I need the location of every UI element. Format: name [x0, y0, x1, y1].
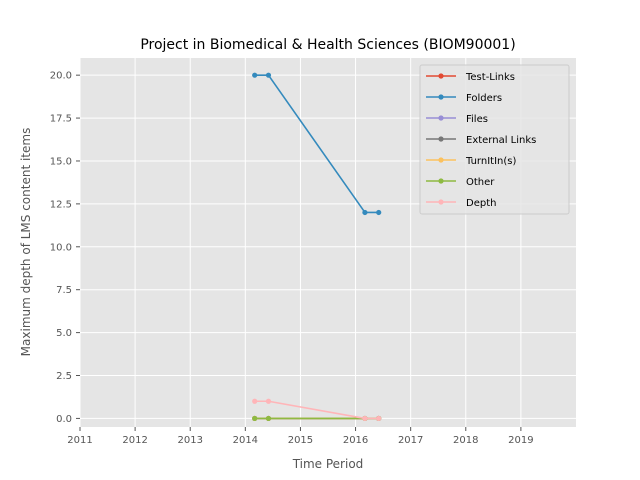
legend-item-folders: Folders: [426, 93, 502, 104]
y-tick-label: 10.0: [50, 242, 72, 253]
data-point-depth: [252, 398, 258, 404]
legend-label: Files: [466, 114, 488, 125]
legend-item-other: Other: [426, 177, 495, 188]
x-tick-label: 2013: [177, 435, 202, 446]
x-tick-label: 2017: [398, 435, 423, 446]
data-point-folders: [376, 209, 382, 216]
y-tick-label: 17.5: [50, 114, 72, 125]
legend-item-files: Files: [426, 114, 488, 125]
data-point-folders: [362, 209, 368, 216]
legend-box: [419, 64, 570, 215]
legend-swatch-marker: [438, 73, 444, 79]
legend-label: Other: [466, 177, 495, 188]
legend-swatch-marker: [438, 115, 444, 121]
data-point-depth: [265, 398, 272, 404]
legend-label: TurnItIn(s): [465, 156, 516, 167]
chart-title: Project in Biomedical & Health Sciences …: [140, 37, 515, 53]
series-line-folders: [254, 74, 379, 214]
legend: Test-Links Folders Files External Links Turn…: [419, 64, 570, 215]
legend-swatch-marker: [438, 94, 444, 100]
data-point-folders: [265, 72, 272, 78]
legend-item-depth: Depth: [426, 198, 496, 209]
series-lines: [252, 72, 382, 422]
x-tick-label: 2019: [508, 435, 533, 446]
legend-swatch-marker: [438, 157, 444, 163]
series-folders: [252, 72, 382, 216]
y-tick-label: 20.0: [50, 71, 72, 82]
legend-label: Depth: [466, 198, 496, 209]
data-point-depth: [362, 415, 368, 422]
series-depth: [252, 398, 382, 422]
x-tick-label: 2014: [233, 435, 258, 446]
series-line-depth: [254, 400, 379, 420]
legend-item-external-links: External Links: [426, 135, 536, 146]
y-tick-label: 15.0: [50, 156, 72, 167]
y-tick-label: 2.5: [56, 371, 72, 382]
legend-label: Test-Links: [465, 72, 515, 83]
legend-label: Folders: [466, 93, 502, 104]
x-tick-label: 2012: [122, 435, 147, 446]
y-axis-label: Maximum depth of LMS content items: [19, 128, 33, 357]
data-point-other: [265, 415, 272, 422]
legend-swatch-marker: [438, 199, 444, 205]
x-tick-label: 2011: [67, 435, 92, 446]
y-tick-label: 5.0: [56, 328, 72, 339]
y-axis-ticks: 0.0 2.5 5.0 7.5 10.0 12.5 15.0 17.5 20.0: [50, 71, 80, 425]
legend-item-turnitin-s: TurnItIn(s): [426, 156, 516, 167]
data-point-depth: [376, 415, 382, 422]
x-axis-ticks: 2011 2012 2013 2014 2015 2016 2017 2018 2019: [67, 427, 534, 446]
data-point-other: [252, 415, 258, 422]
legend-swatch-marker: [438, 178, 444, 184]
legend-label: External Links: [466, 135, 536, 146]
x-axis-label: Time Period: [292, 457, 364, 471]
legend-swatch-marker: [438, 136, 444, 142]
legend-item-test-links: Test-Links: [426, 72, 515, 83]
y-tick-label: 0.0: [56, 414, 72, 425]
data-point-folders: [252, 72, 258, 78]
x-tick-label: 2016: [343, 435, 368, 446]
y-tick-label: 7.5: [56, 285, 72, 296]
x-tick-label: 2018: [453, 435, 478, 446]
x-tick-label: 2015: [288, 435, 313, 446]
y-tick-label: 12.5: [50, 199, 72, 210]
